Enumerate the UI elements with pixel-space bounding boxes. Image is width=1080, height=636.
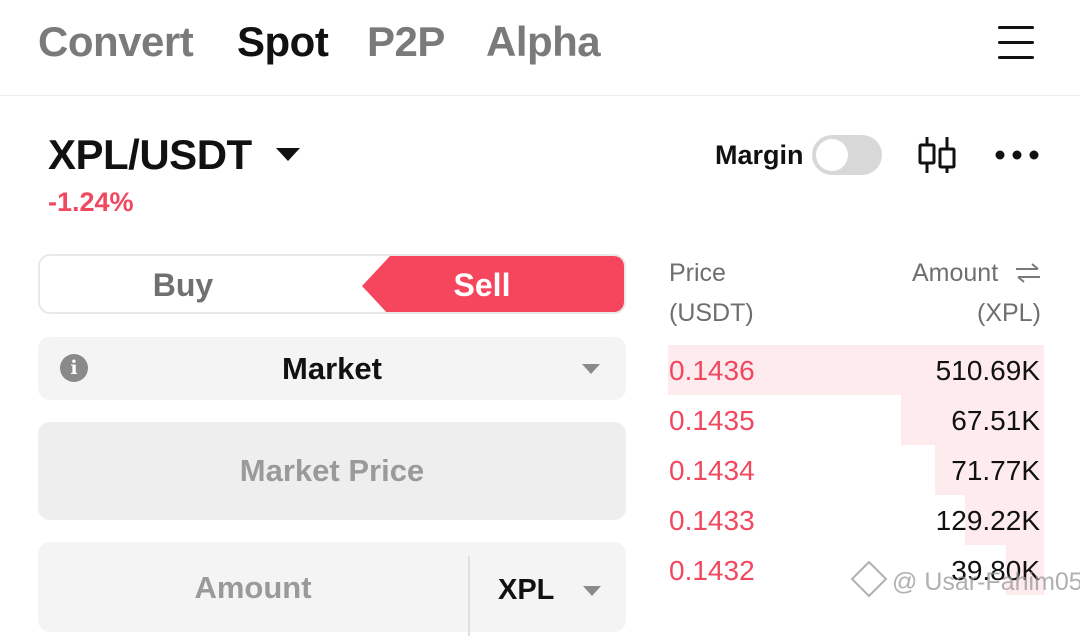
ask-row[interactable]: 0.1432 39.80K — [668, 545, 1044, 595]
ask-amount: 129.22K — [935, 505, 1040, 536]
hamburger-icon[interactable] — [996, 26, 1036, 60]
orderbook-amount-header: Amount — [912, 259, 999, 287]
top-nav: Convert Spot P2P Alpha — [0, 0, 1080, 96]
watermark-text: @ Usar-Fahim05 — [892, 568, 1080, 596]
tab-alpha[interactable]: Alpha — [486, 18, 601, 65]
watermark: @ Usar-Fahim05 — [850, 560, 1080, 598]
tab-convert[interactable]: Convert — [38, 18, 194, 65]
orderbook-amount-unit: (XPL) — [977, 299, 1041, 327]
ask-price: 0.1432 — [669, 555, 755, 586]
toggle-knob — [816, 139, 848, 171]
binance-logo-icon — [850, 560, 888, 598]
order-type-label: Market — [282, 351, 382, 386]
depth-bar — [901, 395, 1044, 445]
depth-bar — [965, 495, 1044, 545]
pair-symbol[interactable]: XPL/USDT — [48, 131, 252, 178]
more-horizontal-icon[interactable] — [994, 144, 1040, 166]
amount-input[interactable]: Amount XPL — [38, 542, 626, 636]
orderbook-price-header: Price — [669, 259, 726, 287]
ask-amount: 39.80K — [951, 555, 1040, 586]
margin-label: Margin — [715, 140, 804, 170]
ask-price: 0.1435 — [669, 405, 755, 436]
pair-dropdown-caret-icon[interactable] — [276, 148, 300, 161]
ask-price: 0.1434 — [669, 455, 755, 486]
candlestick-icon[interactable] — [916, 135, 958, 175]
ask-row[interactable]: 0.1436 510.69K — [668, 345, 1044, 395]
ask-row[interactable]: 0.1433 129.22K — [668, 495, 1044, 545]
chevron-down-icon — [582, 364, 600, 374]
price-input: Market Price — [38, 422, 626, 520]
depth-bar — [934, 445, 1044, 495]
depth-bar — [668, 345, 1044, 395]
buy-tab[interactable]: Buy — [152, 267, 214, 303]
ask-row[interactable]: 0.1435 67.51K — [668, 395, 1044, 445]
amount-unit-select[interactable]: XPL — [498, 574, 554, 607]
order-type-select[interactable]: i Market — [38, 337, 626, 400]
ask-amount: 510.69K — [935, 355, 1040, 386]
unit-chevron-down-icon — [583, 586, 601, 596]
price-change: -1.24% — [48, 187, 134, 217]
ask-price: 0.1433 — [669, 505, 755, 536]
amount-divider — [468, 556, 470, 636]
depth-bar — [1006, 545, 1044, 595]
margin-toggle[interactable] — [812, 135, 882, 175]
sell-tab[interactable]: Sell — [453, 267, 511, 303]
tab-spot[interactable]: Spot — [237, 18, 329, 65]
tab-p2p[interactable]: P2P — [367, 18, 445, 65]
swap-arrows-icon[interactable] — [1014, 262, 1042, 284]
ask-price: 0.1436 — [669, 355, 755, 386]
ask-row[interactable]: 0.1434 71.77K — [668, 445, 1044, 495]
info-icon[interactable]: i — [60, 354, 88, 382]
orderbook-price-unit: (USDT) — [669, 299, 754, 327]
amount-unit-label: XPL — [498, 574, 555, 606]
sell-active-indicator — [362, 256, 624, 312]
ask-amount: 71.77K — [951, 455, 1040, 486]
ask-amount: 67.51K — [951, 405, 1040, 436]
amount-placeholder: Amount — [194, 570, 312, 605]
buy-sell-switch — [38, 254, 626, 314]
